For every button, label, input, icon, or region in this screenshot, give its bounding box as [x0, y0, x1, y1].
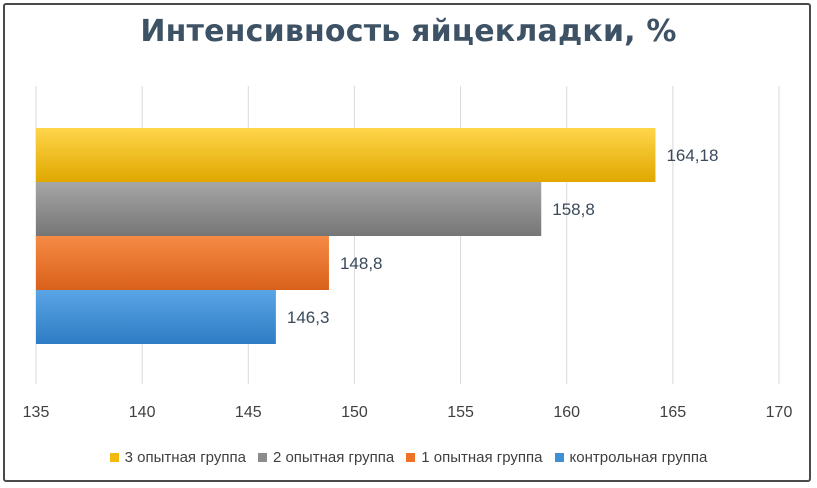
x-tick-label: 165	[660, 404, 687, 421]
x-tick-label: 160	[553, 404, 580, 421]
legend-swatch	[109, 453, 119, 462]
bar	[36, 182, 542, 236]
x-tick-label: 150	[341, 404, 368, 421]
data-label: 146,3	[287, 308, 330, 327]
bar	[36, 290, 276, 344]
bar	[36, 128, 656, 182]
legend-swatch	[554, 453, 564, 462]
legend-item: контрольная группа	[554, 449, 708, 466]
data-label: 158,8	[552, 200, 595, 219]
x-tick-label: 145	[235, 404, 262, 421]
data-labels: 164,18 158,8 148,8 146,3	[287, 146, 719, 327]
bar	[36, 236, 329, 290]
legend-label: контрольная группа	[569, 449, 708, 466]
x-tick-label: 170	[766, 404, 793, 421]
legend-item: 2 опытная группа	[257, 449, 395, 466]
legend-item: 3 опытная группа	[109, 449, 246, 466]
legend-label: 1 опытная группа	[421, 449, 543, 466]
x-tick-label: 140	[129, 404, 156, 421]
bars	[36, 128, 656, 344]
legend-label: 3 опытная группа	[124, 449, 246, 466]
x-axis-tick-labels: 135 140 145 150 155 160 165 170	[23, 404, 793, 421]
data-label: 148,8	[340, 254, 383, 273]
legend-item: 1 опытная группа	[406, 449, 543, 466]
x-tick-label: 155	[447, 404, 474, 421]
x-tick-label: 135	[23, 404, 50, 421]
legend-label: 2 опытная группа	[272, 449, 395, 466]
legend: 3 опытная группа 2 опытная группа 1 опытна…	[0, 449, 817, 466]
legend-swatch	[257, 453, 267, 462]
legend-swatch	[406, 453, 416, 462]
chart-title: Интенсивность яйцекладки, %	[140, 14, 677, 49]
data-label: 164,18	[666, 146, 718, 165]
